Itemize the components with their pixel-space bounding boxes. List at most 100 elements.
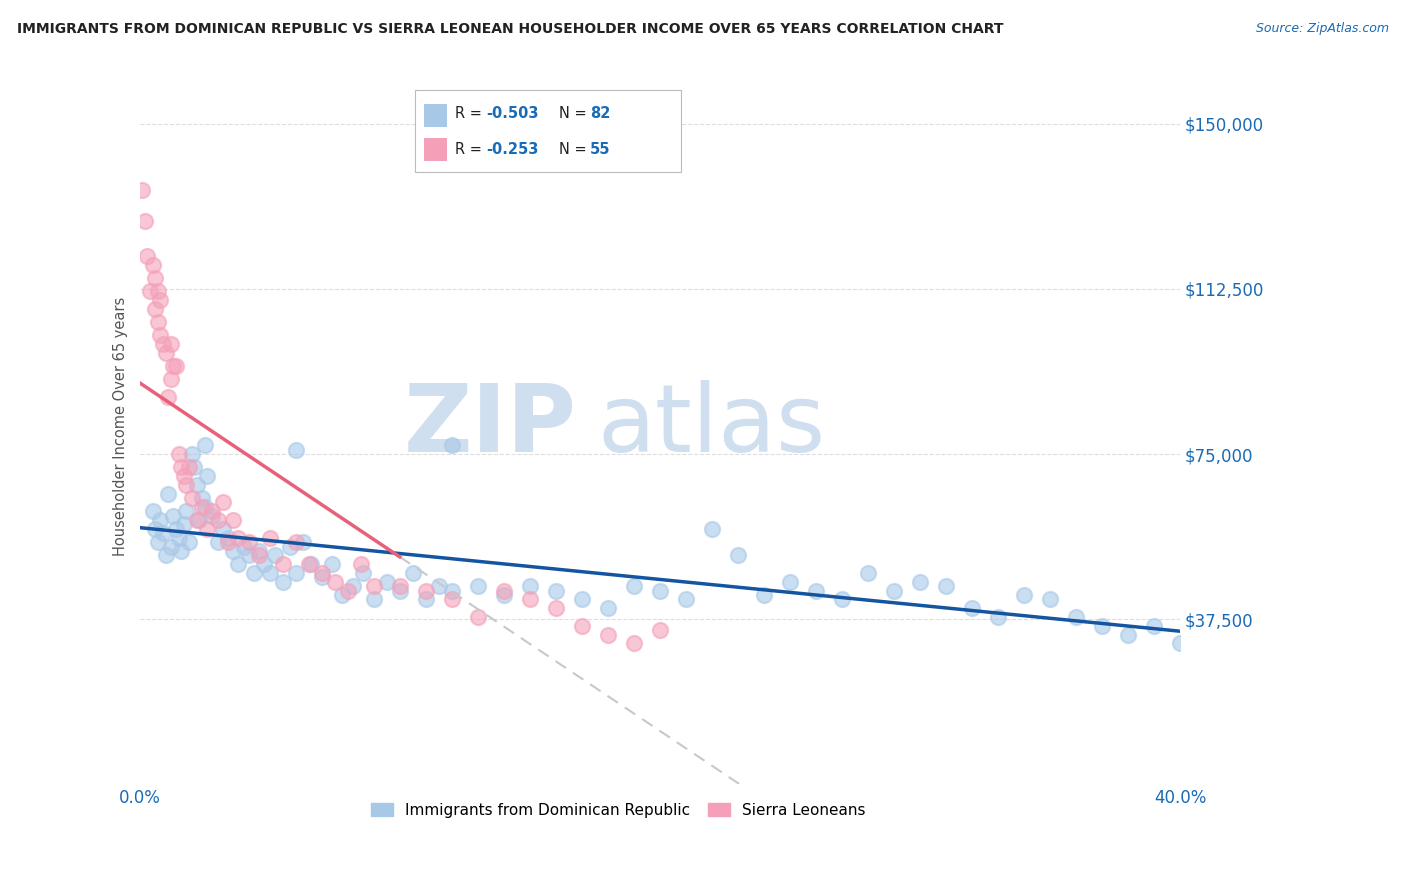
Point [467,610,489,624]
Point [467,579,489,593]
Point [191,500,214,514]
Point [342,579,364,593]
Point [253,557,276,571]
Point [623,636,645,650]
Point [883,583,905,598]
Point [228,557,250,571]
Point [201,504,224,518]
Point [311,570,333,584]
Point [155,549,177,563]
Point [1116,627,1139,641]
Text: 55: 55 [591,142,610,157]
Text: ZIP: ZIP [404,381,576,473]
Point [402,566,425,580]
Point [195,469,218,483]
Point [908,574,931,589]
Point [321,557,343,571]
Point [173,469,195,483]
Point [177,535,200,549]
Point [271,574,294,589]
Point [176,504,198,518]
Point [211,522,233,536]
Point [146,315,169,329]
Text: Source: ZipAtlas.com: Source: ZipAtlas.com [1256,22,1389,36]
Point [247,549,270,563]
Point [155,345,177,359]
Point [176,478,198,492]
Point [352,566,374,580]
Point [311,566,333,580]
Point [243,566,266,580]
Point [571,619,593,633]
Point [177,460,200,475]
Point [700,522,723,536]
Point [336,583,359,598]
Point [180,491,202,505]
Text: atlas: atlas [598,381,825,473]
Point [648,583,671,598]
Point [162,508,184,523]
Text: IMMIGRANTS FROM DOMINICAN REPUBLIC VS SIERRA LEONEAN HOUSEHOLDER INCOME OVER 65 : IMMIGRANTS FROM DOMINICAN REPUBLIC VS SI… [17,22,1004,37]
Point [165,522,187,536]
Text: -0.503: -0.503 [486,106,538,121]
Point [139,284,162,298]
Point [596,627,619,641]
Text: R =: R = [456,106,486,121]
Point [191,491,214,505]
Point [259,531,281,545]
Point [415,583,437,598]
Point [415,592,437,607]
Point [375,574,398,589]
Point [131,183,153,197]
Point [544,601,567,615]
Point [1091,619,1114,633]
Point [167,447,190,461]
Point [492,588,515,602]
Point [143,301,166,316]
Text: N =: N = [560,106,591,121]
Point [350,557,373,571]
Point [388,583,411,598]
Point [440,438,463,452]
Text: -0.253: -0.253 [486,142,538,157]
Point [207,513,229,527]
Point [284,442,307,457]
Bar [423,138,447,161]
Point [222,513,245,527]
Legend: Immigrants from Dominican Republic, Sierra Leoneans: Immigrants from Dominican Republic, Sier… [364,795,873,825]
Point [987,610,1010,624]
Point [363,592,385,607]
Point [159,540,181,554]
Point [149,513,172,527]
Point [675,592,697,607]
Point [194,438,217,452]
Point [173,517,195,532]
Point [152,336,174,351]
Point [170,544,193,558]
Point [292,535,315,549]
Point [143,522,166,536]
Point [146,535,169,549]
Point [623,579,645,593]
Point [201,508,224,523]
Point [194,500,217,514]
Point [165,359,187,373]
Point [238,549,260,563]
Point [149,328,172,343]
FancyBboxPatch shape [415,90,681,172]
Point [136,249,159,263]
Point [271,557,294,571]
Point [162,359,184,373]
Point [195,522,218,536]
Point [143,270,166,285]
Point [217,535,239,549]
Point [648,624,671,638]
Point [217,531,239,545]
Point [427,579,450,593]
Point [186,513,208,527]
Point [152,526,174,541]
Point [263,549,285,563]
Point [323,574,346,589]
Point [146,284,169,298]
Point [157,486,180,500]
